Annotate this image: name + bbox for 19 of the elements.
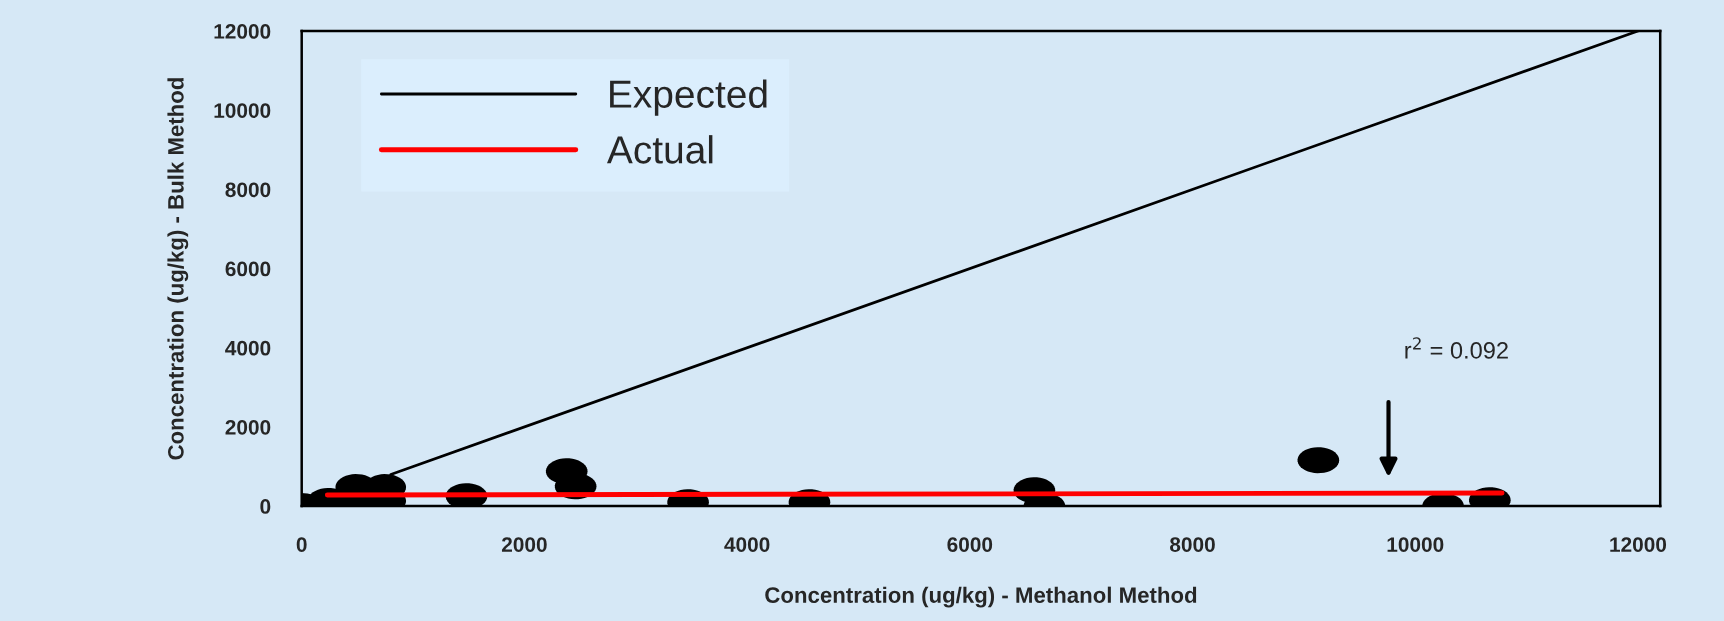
y-tick-label: 0 <box>260 499 271 514</box>
y-tick-label: 2000 <box>225 419 271 435</box>
y-tick-label: 4000 <box>225 340 271 356</box>
y-tick-label: 10000 <box>214 103 271 118</box>
x-tick-label: 10000 <box>1387 537 1444 552</box>
y-axis-title: Concentration (ug/kg) - Bulk Method <box>167 78 189 460</box>
y-tick-label: 12000 <box>214 24 271 39</box>
x-tick-label: 4000 <box>724 537 770 552</box>
x-tick-label: 0 <box>296 537 307 552</box>
legend-label: Actual <box>606 135 713 164</box>
y-tick-label: 6000 <box>225 261 271 277</box>
x-tick-label: 12000 <box>1610 537 1667 552</box>
x-tick-label: 2000 <box>501 537 547 552</box>
legend-label: Expected <box>610 79 767 116</box>
y-tick-label: 8000 <box>225 182 271 198</box>
x-tick-label: 8000 <box>1170 537 1215 552</box>
x-axis-title: Concentration (ug/kg) - Methanol Method <box>765 586 1197 608</box>
annotation: r$^{2}$ = 0.092 <box>1405 337 1508 359</box>
x-tick-label: 6000 <box>947 537 993 552</box>
